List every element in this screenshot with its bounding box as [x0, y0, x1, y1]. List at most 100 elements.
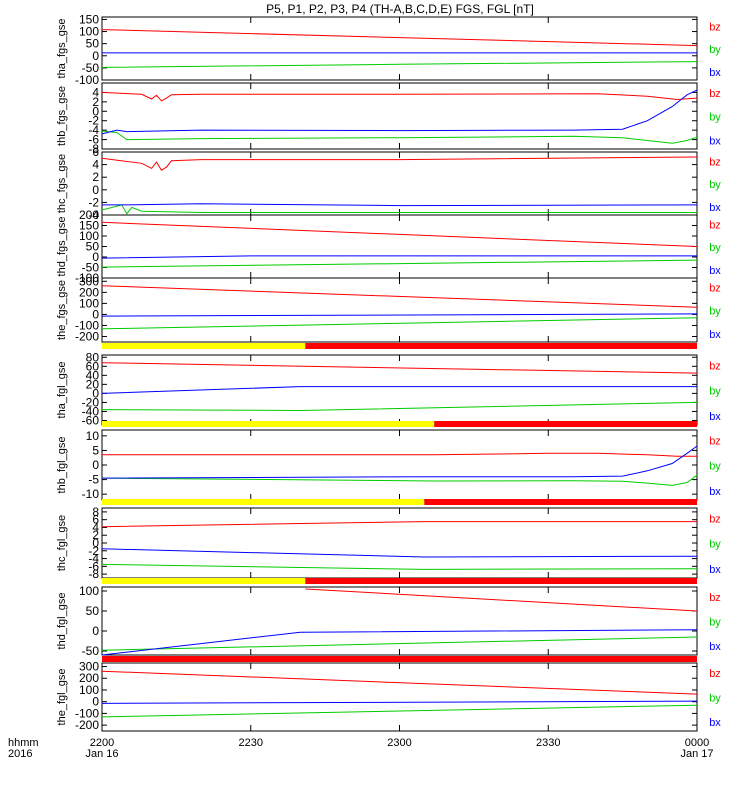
y-tick-label: -2 — [88, 114, 99, 128]
time-tick-label: 2330 — [536, 737, 560, 749]
y-tick-label: 100 — [79, 584, 99, 598]
legend-label-bx: bx — [709, 202, 721, 214]
series-line-bx — [101, 255, 697, 259]
y-tick-label: 100 — [79, 25, 99, 39]
y-axis-label: the_fgl_gse — [56, 669, 68, 726]
y-tick-label: -4 — [88, 552, 99, 566]
series-line-bz — [101, 221, 698, 247]
y-tick-label: -20 — [82, 395, 100, 409]
y-axis-label: tha_fgl_gse — [56, 362, 68, 419]
y-axis-label: thd_fgl_gse — [56, 593, 68, 650]
y-axis-label: the_fgs_gse — [56, 280, 68, 340]
y-tick-label: 40 — [86, 368, 100, 382]
y-tick-label: 100 — [79, 229, 99, 243]
y-tick-label: 100 — [79, 683, 99, 697]
y-tick-label: 0 — [92, 624, 99, 638]
legend-label-bz: bz — [709, 592, 721, 604]
series-line-bz — [101, 29, 698, 47]
y-axis-label: thc_fgs_gse — [56, 154, 68, 213]
time-tick-label: 2200 — [90, 737, 114, 749]
legend-label-by: by — [709, 112, 721, 124]
panel-frame — [101, 16, 698, 81]
y-tick-label: 0 — [92, 104, 99, 118]
y-tick-label: -6 — [88, 133, 99, 147]
legend-label-bx: bx — [709, 411, 721, 423]
y-tick-label: -8 — [88, 567, 99, 581]
panel-thd-fgl-gse: -50 0 50 100 thd_fgl_gse bz by bx — [56, 578, 721, 658]
y-tick-label: 20 — [86, 377, 100, 391]
series-line-bz — [101, 362, 698, 374]
legend-label-by: by — [709, 461, 721, 473]
y-tick-label: 0 — [92, 386, 99, 400]
y-tick-label: 0 — [92, 250, 99, 264]
legend-label-bz: bz — [709, 513, 721, 525]
y-tick-label: 4 — [92, 85, 99, 99]
y-tick-label: 6 — [92, 145, 99, 159]
y-tick-label: 60 — [86, 359, 100, 373]
y-tick-label: -5 — [88, 473, 99, 487]
series-line-bx — [101, 548, 698, 558]
y-tick-label: 80 — [86, 350, 100, 364]
panel-frame — [101, 662, 698, 732]
legend-label-bz: bz — [709, 360, 721, 372]
date-tick-label: Jan 16 — [85, 748, 118, 760]
y-tick-label: -200 — [75, 329, 99, 343]
legend-label-by: by — [709, 179, 721, 191]
status-bar-high-segment — [424, 499, 697, 505]
y-tick-label: 0 — [92, 307, 99, 321]
series-line-bx — [101, 89, 698, 135]
series-line-bz — [101, 156, 698, 171]
y-tick-label: 0 — [92, 458, 99, 472]
y-tick-label: -4 — [88, 123, 99, 137]
legend-label-bz: bz — [709, 22, 721, 34]
y-tick-label: 2 — [92, 528, 99, 542]
series-line-by — [101, 563, 698, 570]
status-bar-low-segment — [102, 343, 306, 349]
y-tick-label: -6 — [88, 559, 99, 573]
status-bar-high-segment — [305, 343, 697, 349]
series-line-bx — [101, 629, 698, 656]
legend-label-bx: bx — [709, 641, 721, 653]
series-line-by — [101, 474, 698, 486]
series-line-bz — [101, 285, 698, 308]
y-tick-label: 200 — [79, 285, 99, 299]
y-tick-label: 150 — [79, 219, 99, 233]
y-tick-label: 6 — [92, 513, 99, 527]
y-tick-label: 300 — [79, 274, 99, 288]
legend-label-bz: bz — [709, 88, 721, 100]
status-bar-high-segment — [434, 421, 697, 427]
y-tick-label: 0 — [92, 536, 99, 550]
y-tick-label: -100 — [75, 73, 99, 87]
y-axis-label: thb_fgl_gse — [56, 437, 68, 494]
y-tick-label: 150 — [79, 12, 99, 26]
time-tick-label: 2300 — [387, 737, 411, 749]
panel-frame — [101, 507, 698, 579]
legend-label-bz: bz — [709, 435, 721, 447]
y-axis-label: thd_fgs_gse — [56, 217, 68, 277]
time-tick-label: 2230 — [239, 737, 263, 749]
status-bar-low-segment — [102, 421, 435, 427]
y-tick-label: 50 — [86, 37, 100, 51]
series-line-bx — [102, 203, 698, 207]
y-tick-label: -8 — [88, 142, 99, 156]
legend-label-by: by — [709, 617, 721, 629]
y-tick-label: 100 — [79, 296, 99, 310]
series-line-by — [101, 704, 698, 718]
time-tick-label: 0000 — [685, 737, 709, 749]
legend-label-bx: bx — [709, 717, 721, 729]
legend-label-by: by — [709, 44, 721, 56]
legend-label-by: by — [709, 386, 721, 398]
legend-label-by: by — [709, 693, 721, 705]
y-tick-label: -50 — [82, 261, 100, 275]
y-tick-label: 8 — [92, 505, 99, 519]
